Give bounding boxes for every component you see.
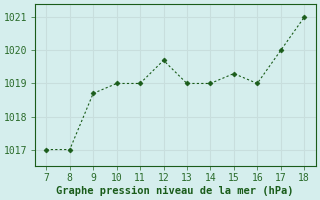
X-axis label: Graphe pression niveau de la mer (hPa): Graphe pression niveau de la mer (hPa): [56, 186, 294, 196]
